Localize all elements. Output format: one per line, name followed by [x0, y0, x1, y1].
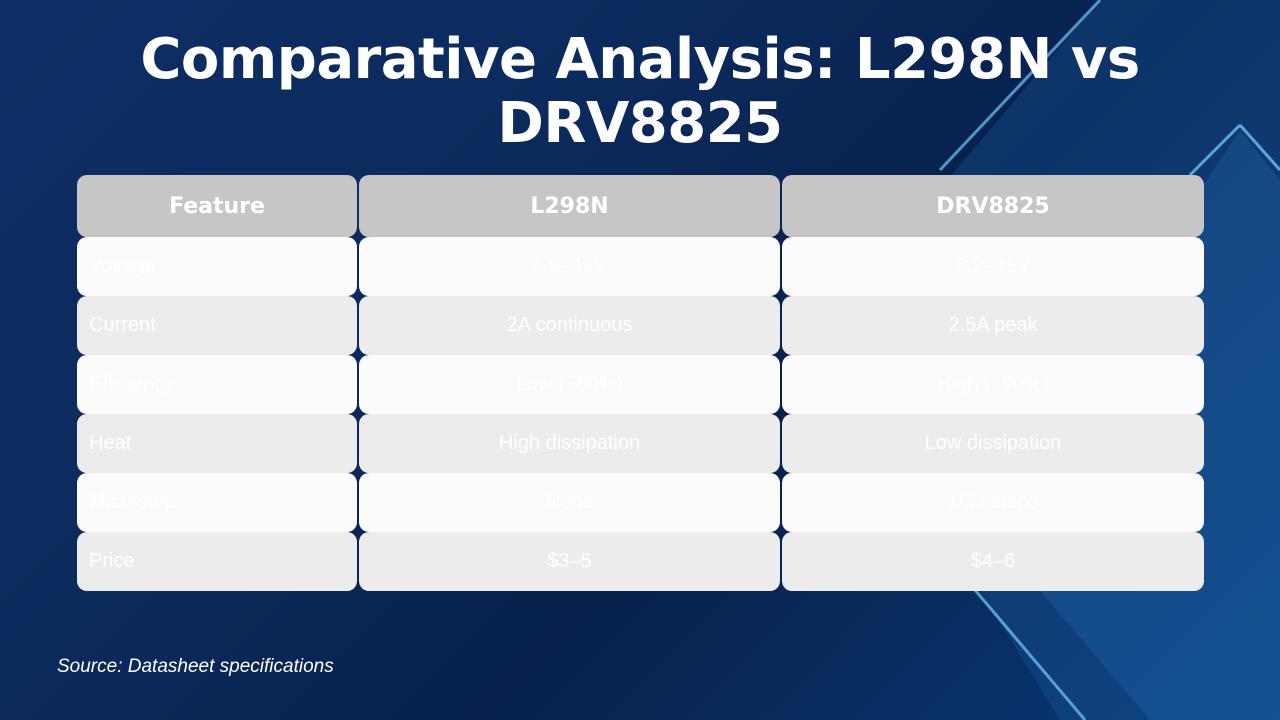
slide-title: Comparative Analysis: L298N vs DRV8825 [0, 28, 1280, 156]
feature-cell: Microstep [77, 473, 357, 532]
drv8825-cell: 8.2–45V [782, 237, 1204, 296]
comparison-table: Feature L298N DRV8825 Voltage 4.5–46V 8.… [77, 175, 1204, 591]
slide-title-line2: DRV8825 [497, 91, 783, 156]
table-row: Heat High dissipation Low dissipation [77, 414, 1204, 473]
l298n-cell: 2A continuous [359, 296, 780, 355]
table-row: Current 2A continuous 2.5A peak [77, 296, 1204, 355]
l298n-cell: 4.5–46V [359, 237, 780, 296]
feature-cell: Price [77, 532, 357, 591]
feature-cell: Voltage [77, 237, 357, 296]
table-row: Efficiency Low (~60%) High (~90%) [77, 355, 1204, 414]
drv8825-cell: $4–6 [782, 532, 1204, 591]
feature-cell: Current [77, 296, 357, 355]
table-row: Voltage 4.5–46V 8.2–45V [77, 237, 1204, 296]
feature-cell: Heat [77, 414, 357, 473]
feature-cell: Efficiency [77, 355, 357, 414]
source-note: Source: Datasheet specifications [57, 656, 334, 677]
l298n-cell: $3–5 [359, 532, 780, 591]
table-row: Microstep None 1/32 steps [77, 473, 1204, 532]
header-drv8825: DRV8825 [782, 175, 1204, 237]
table-header-row: Feature L298N DRV8825 [77, 175, 1204, 237]
header-l298n: L298N [359, 175, 780, 237]
slide-title-line1: Comparative Analysis: L298N vs [140, 27, 1140, 92]
l298n-cell: High dissipation [359, 414, 780, 473]
drv8825-cell: Low dissipation [782, 414, 1204, 473]
drv8825-cell: 1/32 steps [782, 473, 1204, 532]
drv8825-cell: 2.5A peak [782, 296, 1204, 355]
header-feature: Feature [77, 175, 357, 237]
drv8825-cell: High (~90%) [782, 355, 1204, 414]
table-row: Price $3–5 $4–6 [77, 532, 1204, 591]
l298n-cell: Low (~60%) [359, 355, 780, 414]
l298n-cell: None [359, 473, 780, 532]
